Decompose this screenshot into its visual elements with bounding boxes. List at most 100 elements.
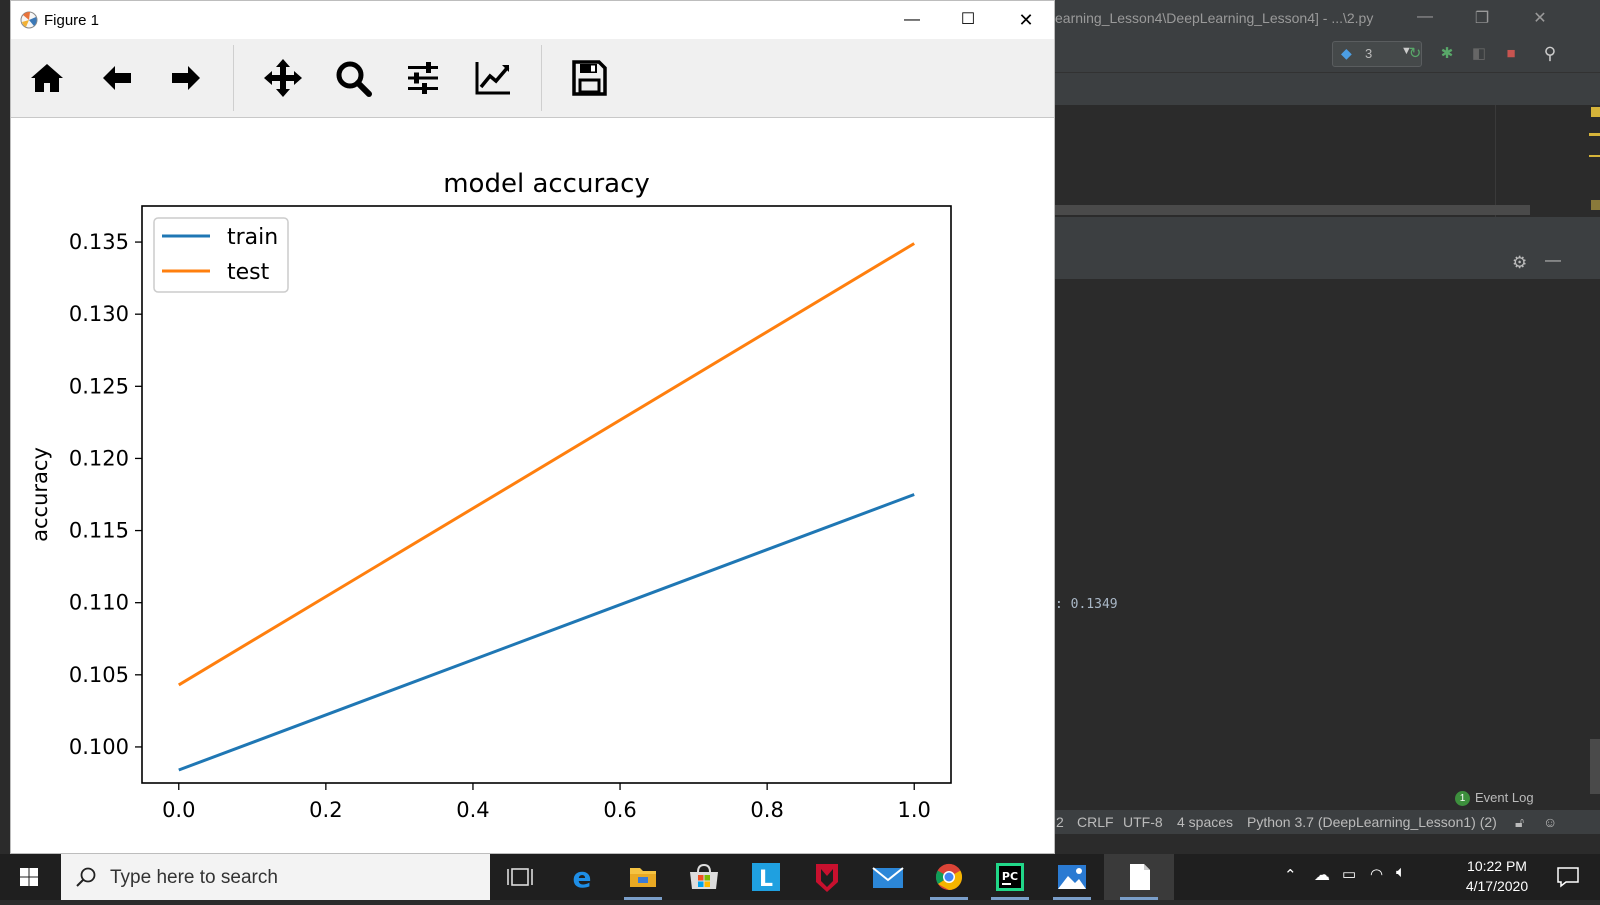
svg-text:e: e [573, 861, 592, 894]
event-log-badge: 1 [1455, 791, 1470, 807]
edge-icon[interactable]: e [553, 854, 611, 900]
chrome-icon[interactable] [920, 854, 978, 900]
run-panel-header: ⚙ — [1055, 247, 1600, 279]
status-indent[interactable]: 4 spaces [1177, 814, 1234, 830]
panel-splitter[interactable] [1055, 217, 1600, 247]
pan-icon[interactable] [261, 56, 305, 100]
toolbar-separator [233, 45, 234, 111]
coverage-icon[interactable]: ◧ [1471, 45, 1487, 62]
ide-window: earning_Lesson4\DeepLearning_Lesson4] - … [1055, 0, 1600, 854]
debug-icon[interactable]: ✱ [1440, 45, 1454, 62]
x-tick-label: 0.4 [456, 798, 489, 822]
y-tick-label: 0.100 [69, 735, 129, 759]
edit-axis-icon[interactable] [471, 56, 515, 100]
event-log-label: Event Log [1475, 790, 1534, 805]
y-tick-label: 0.135 [69, 230, 129, 254]
axes-frame [141, 205, 952, 784]
wifi-icon[interactable]: ◠ [1370, 866, 1384, 883]
y-tick-label: 0.130 [69, 302, 129, 326]
ide-close-button[interactable]: ✕ [1533, 10, 1547, 27]
photos-icon[interactable] [1043, 854, 1101, 900]
save-icon[interactable] [567, 56, 611, 100]
x-tick-label: 1.0 [898, 798, 931, 822]
mail-icon[interactable] [859, 854, 917, 900]
code-editor[interactable] [1055, 105, 1600, 217]
ide-window-title: earning_Lesson4\DeepLearning_Lesson4] - … [1055, 10, 1374, 26]
series-line-train [178, 493, 915, 772]
forward-arrow-icon[interactable] [164, 56, 208, 100]
event-log-button[interactable]: 1 Event Log [1455, 790, 1534, 807]
legend-label-train: train [227, 225, 278, 250]
svg-text:PC: PC [1002, 870, 1018, 883]
gear-icon[interactable]: ⚙ [1512, 253, 1528, 272]
x-tick-label: 0.6 [603, 798, 636, 822]
status-encoding[interactable]: UTF-8 [1123, 814, 1163, 830]
status-interpreter[interactable]: Python 3.7 (DeepLearning_Lesson1) (2) [1247, 814, 1497, 830]
editor-error-stripe [1587, 105, 1600, 217]
notepad-icon[interactable] [1104, 854, 1174, 900]
search-icon [76, 867, 96, 887]
clock-date[interactable]: 4/17/2020 [1465, 878, 1529, 894]
lock-icon[interactable]: 🔓︎ [1515, 814, 1525, 830]
pycharm-icon[interactable]: PC [981, 854, 1039, 900]
run-console[interactable]: : 0.1349 [1055, 279, 1600, 794]
series-line-test [178, 242, 915, 687]
console-output-line: : 0.1349 [1055, 597, 1118, 612]
zoom-icon[interactable] [331, 56, 375, 100]
subplots-config-icon[interactable] [401, 56, 445, 100]
hide-panel-icon[interactable]: — [1545, 252, 1561, 269]
ide-tabbar [1055, 72, 1600, 106]
figure-titlebar: Figure 1 — ☐ ✕ [11, 1, 1054, 39]
task-view-icon[interactable] [491, 854, 549, 900]
rerun-icon[interactable]: ↻ [1408, 45, 1422, 62]
system-tray: ⌃ ☁ ▭ ◠ 🔈︎ 10:22 PM 4/17/2020 [1284, 854, 1600, 900]
y-tick-label: 0.115 [69, 519, 129, 543]
svg-text:L: L [759, 867, 773, 892]
toolbar-separator [541, 45, 542, 111]
ide-statusbar: 2 CRLF UTF-8 4 spaces Python 3.7 (DeepLe… [1055, 810, 1600, 834]
ide-titlebar: earning_Lesson4\DeepLearning_Lesson4] - … [1055, 0, 1600, 38]
ide-toolbar: ◆ 3 ▼ ↻ ✱ ◧ ■ ⚲ [1055, 38, 1600, 72]
chart-title: model accuracy [443, 169, 650, 199]
y-tick-label: 0.110 [69, 591, 129, 615]
minimize-button[interactable]: — [904, 11, 920, 28]
matplotlib-icon [20, 11, 38, 29]
x-tick-label: 0.2 [309, 798, 342, 822]
navigation-toolbar [11, 39, 1054, 118]
plot-canvas[interactable]: model accuracy accuracy 0.0 0.2 0.4 0.6 0.8 1.0… [11, 118, 1054, 853]
inspector-icon[interactable]: ☺ [1543, 814, 1558, 830]
python-icon: ◆ [1341, 45, 1352, 61]
status-prefix: 2 [1056, 814, 1064, 830]
clock-time[interactable]: 10:22 PM [1467, 858, 1527, 874]
stop-icon[interactable]: ■ [1506, 45, 1516, 62]
taskbar-search-box[interactable]: Type here to search [61, 854, 490, 900]
l-app-icon[interactable]: L [737, 854, 795, 900]
back-arrow-icon[interactable] [95, 56, 139, 100]
run-config-value: 3 [1365, 46, 1373, 61]
search-placeholder: Type here to search [110, 867, 278, 888]
mcafee-icon[interactable] [798, 854, 856, 900]
y-axis-label: accuracy [28, 447, 52, 542]
onedrive-warning-icon[interactable]: ☁ [1314, 867, 1330, 884]
status-line-separator[interactable]: CRLF [1077, 814, 1114, 830]
chevron-up-icon[interactable]: ⌃ [1284, 867, 1297, 884]
taskbar: Type here to search e L [0, 854, 1600, 900]
run-config-dropdown[interactable]: ◆ 3 ▼ [1332, 41, 1422, 67]
windows-start-button[interactable] [0, 854, 58, 900]
search-everywhere-icon[interactable]: ⚲ [1543, 44, 1557, 63]
maximize-button[interactable]: ☐ [960, 11, 976, 28]
ide-restore-button[interactable]: ❐ [1474, 10, 1490, 27]
volume-icon[interactable]: 🔈︎ [1396, 864, 1406, 881]
battery-icon[interactable]: ▭ [1342, 866, 1357, 883]
console-scrollbar[interactable] [1590, 739, 1600, 794]
editor-right-margin [1495, 105, 1496, 217]
y-tick-label: 0.125 [69, 374, 129, 398]
x-tick-label: 0.8 [750, 798, 783, 822]
close-button[interactable]: ✕ [1018, 10, 1034, 30]
home-icon[interactable] [25, 56, 69, 100]
editor-horizontal-scrollbar[interactable] [1055, 205, 1530, 215]
ide-minimize-button[interactable]: — [1417, 8, 1433, 25]
action-center-icon[interactable] [1556, 866, 1580, 888]
file-explorer-icon[interactable] [614, 854, 672, 900]
store-icon[interactable] [675, 854, 733, 900]
